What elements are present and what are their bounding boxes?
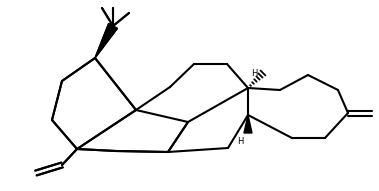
- Polygon shape: [244, 115, 252, 133]
- Polygon shape: [95, 23, 117, 58]
- Text: H: H: [251, 70, 257, 79]
- Polygon shape: [95, 23, 117, 58]
- Text: H: H: [237, 137, 243, 146]
